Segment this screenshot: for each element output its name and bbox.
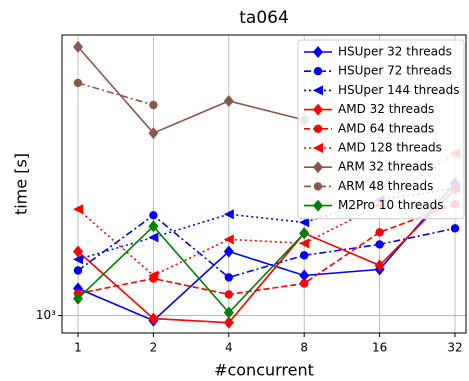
series-line	[77, 182, 456, 322]
marker	[450, 224, 460, 233]
marker	[313, 161, 323, 174]
marker	[148, 312, 159, 325]
marker	[223, 234, 234, 245]
x-tick-label: 32	[447, 341, 462, 355]
series-line	[77, 82, 154, 106]
marker	[73, 245, 83, 258]
marker	[313, 67, 323, 76]
marker	[148, 127, 159, 140]
marker	[299, 217, 310, 228]
series-line	[77, 46, 305, 135]
marker	[73, 204, 83, 215]
marker	[223, 306, 234, 319]
marker	[148, 220, 159, 233]
plot-frame	[61, 34, 467, 334]
marker	[313, 124, 323, 133]
series-line	[77, 152, 456, 277]
series-line	[77, 214, 456, 279]
marker	[374, 259, 385, 272]
marker	[313, 182, 323, 191]
x-tick-label: 8	[300, 341, 308, 355]
legend-label: HSUper 72 threads	[338, 64, 452, 78]
marker	[313, 199, 323, 212]
x-tick-label: 2	[150, 341, 158, 355]
marker	[149, 100, 158, 110]
marker	[300, 279, 309, 288]
marker	[299, 227, 310, 240]
marker	[313, 46, 323, 58]
marker	[223, 209, 234, 220]
marker	[148, 232, 159, 243]
legend-label: HSUper 144 threads	[338, 83, 459, 97]
x-tick-label: 1	[74, 341, 82, 355]
marker	[299, 269, 310, 282]
marker	[313, 143, 323, 153]
x-tick-label: 16	[372, 341, 387, 355]
y-tick-label: 10³	[36, 308, 56, 322]
marker	[223, 245, 234, 258]
legend-label: M2Pro 10 threads	[338, 198, 444, 212]
marker	[313, 103, 323, 116]
series-line	[77, 188, 456, 324]
marker	[73, 40, 83, 53]
series-line	[77, 187, 456, 261]
series-line	[77, 225, 305, 314]
marker	[73, 254, 83, 265]
marker	[148, 270, 159, 281]
marker	[73, 266, 83, 275]
x-tick-label: 4	[225, 341, 233, 355]
marker	[149, 211, 158, 220]
marker	[313, 85, 323, 96]
marker	[223, 316, 234, 329]
marker	[73, 78, 83, 88]
legend-label: AMD 128 threads	[338, 141, 442, 155]
chart-title: ta064	[239, 8, 289, 28]
legend-label: AMD 32 threads	[338, 102, 434, 116]
marker	[223, 95, 234, 108]
x-axis-label: #concurrent	[214, 361, 314, 380]
y-axis-label: time [s]	[12, 153, 31, 215]
marker	[375, 228, 384, 237]
marker	[299, 238, 310, 249]
legend-label: AMD 64 threads	[338, 121, 434, 135]
legend-label: HSUper 32 threads	[338, 45, 452, 59]
legend-label: ARM 48 threads	[338, 179, 433, 193]
marker	[224, 273, 233, 282]
legend-box	[297, 39, 465, 220]
marker	[300, 251, 309, 260]
marker	[224, 290, 233, 299]
marker	[375, 240, 384, 249]
marker	[73, 292, 83, 305]
legend-label: ARM 32 threads	[338, 160, 433, 174]
series-line	[77, 203, 456, 296]
